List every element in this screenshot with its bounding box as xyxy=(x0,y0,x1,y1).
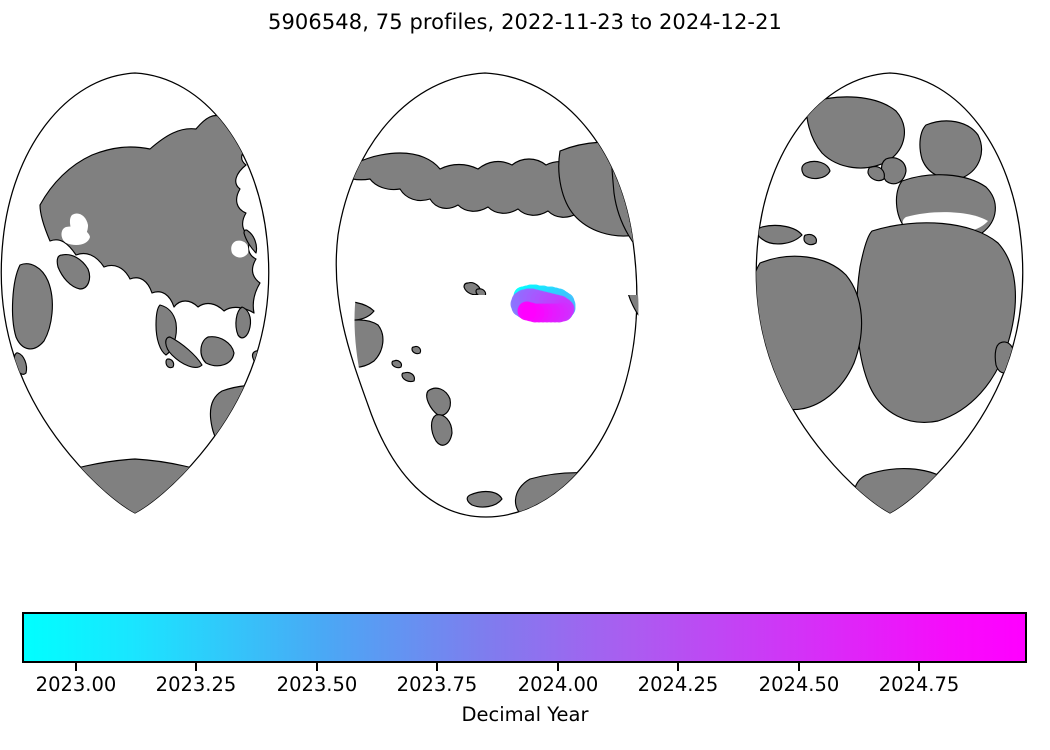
land-africa xyxy=(856,222,1016,423)
colorbar-tick-label: 2023.50 xyxy=(276,673,358,696)
colorbar-tick xyxy=(316,663,318,671)
colorbar-tick xyxy=(798,663,800,671)
land-borneo xyxy=(200,336,235,367)
colorbar-tick-marks xyxy=(0,663,1050,673)
colorbar-tick xyxy=(195,663,197,671)
land-antarctic-peninsula xyxy=(679,458,718,480)
land-britain xyxy=(880,157,907,185)
land-newguinea xyxy=(251,350,269,372)
land-south-america-right xyxy=(756,255,863,411)
land-antarctica-center-w xyxy=(466,490,503,508)
land-antarctica-right xyxy=(853,468,955,513)
colorbar-tick-label: 2024.00 xyxy=(517,673,599,696)
profile-point xyxy=(517,301,537,321)
land-lobe-center-top xyxy=(337,117,752,295)
land-arctic-islands xyxy=(629,120,640,140)
land-arabia xyxy=(56,254,91,290)
colorbar-tick-label: 2024.25 xyxy=(637,673,719,696)
land-fiji-dots xyxy=(411,345,422,355)
land-antarctica-left xyxy=(17,458,254,513)
land-antarctica-center xyxy=(514,472,639,517)
land-hawaii2 xyxy=(475,288,487,295)
land-greenland-edge xyxy=(698,117,752,140)
land-sumatra xyxy=(165,336,203,368)
page-title: 5906548, 75 profiles, 2022-11-23 to 2024… xyxy=(267,10,782,34)
land-south-america xyxy=(678,307,772,498)
land-australia xyxy=(209,384,269,466)
land-africa-sliver xyxy=(11,263,53,350)
land-scandinavia xyxy=(919,120,983,180)
land-chile-tail xyxy=(687,474,704,500)
colorbar-axes: 2023.00 2023.25 2023.50 2023.75 2024.00 2024.… xyxy=(0,605,1050,750)
land-nz-north xyxy=(426,387,451,416)
colorbar-tick xyxy=(436,663,438,671)
colorbar-tick-labels: 2023.00 2023.25 2023.50 2023.75 2024.00 2024.… xyxy=(0,673,1050,703)
land-sri-lanka xyxy=(165,358,175,369)
colorbar-tick xyxy=(677,663,679,671)
colorbar-tick xyxy=(918,663,920,671)
colorbar-tick xyxy=(557,663,559,671)
colorbar-tick-label: 2024.75 xyxy=(878,673,960,696)
land-sea-of-japan-gap xyxy=(231,240,249,258)
colorbar-tick-label: 2024.50 xyxy=(758,673,840,696)
land-caribbean xyxy=(697,285,736,302)
land-ireland xyxy=(867,166,885,182)
land-canada xyxy=(610,120,640,283)
land-madagascar xyxy=(994,341,1015,374)
colorbar-axis-label: Decimal Year xyxy=(461,703,589,726)
lobe-center-outline xyxy=(335,72,638,518)
map-axes xyxy=(0,55,1050,535)
land-caspian-gap xyxy=(69,213,88,239)
colorbar-tick-label: 2023.25 xyxy=(155,673,237,696)
land-nz-south xyxy=(430,414,453,446)
land-australia-east xyxy=(354,319,384,368)
colorbar-tick xyxy=(75,663,77,671)
colorbar-gradient xyxy=(22,612,1027,663)
land-tonga-dots xyxy=(401,371,415,383)
land-iceland xyxy=(801,160,831,180)
profile-points-group xyxy=(510,284,576,323)
map-svg xyxy=(0,72,1024,518)
colorbar-tick-label: 2023.00 xyxy=(35,673,117,696)
profile-points-layer xyxy=(510,284,576,323)
land-tasmania xyxy=(284,468,298,479)
land-japan xyxy=(243,229,258,254)
land-lesser-antilles xyxy=(803,233,817,246)
land-hudson-bay-gap xyxy=(693,174,746,216)
land-samoa-dots xyxy=(391,359,403,369)
land-philippines xyxy=(235,306,252,339)
colorbar-tick-label: 2023.75 xyxy=(396,673,478,696)
